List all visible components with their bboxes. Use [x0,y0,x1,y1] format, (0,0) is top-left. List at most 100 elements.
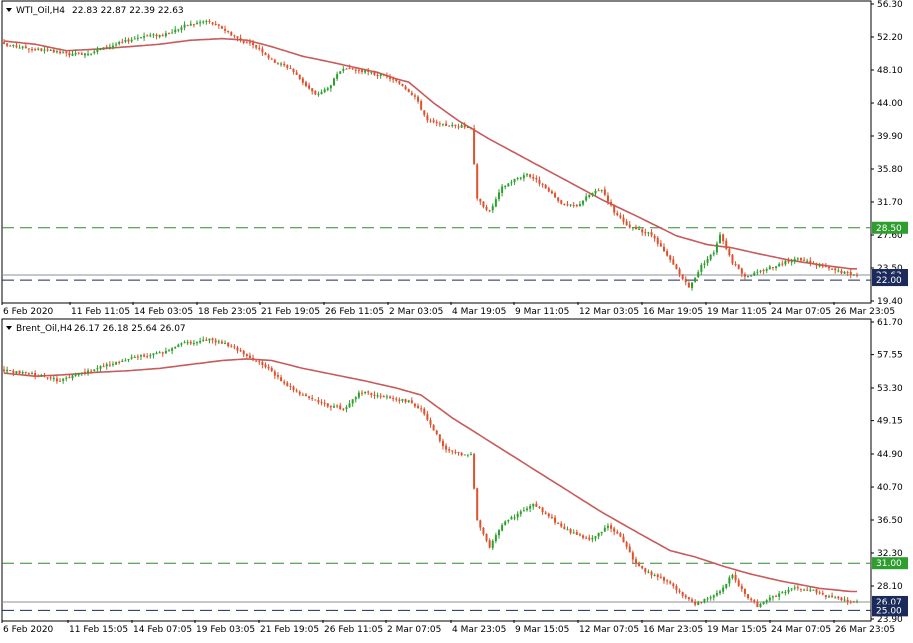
candle-body [93,369,96,372]
candle [473,452,476,490]
candle [12,44,15,48]
candle [482,527,485,536]
candle [196,20,199,25]
candle-body [332,406,335,408]
candle [304,80,307,88]
candle [83,52,86,58]
candle-body [582,200,585,205]
candle [625,540,628,550]
candle [211,337,214,344]
candle [569,528,572,535]
candle [491,539,494,551]
candle [314,399,317,401]
candle [647,569,650,574]
candle-body [659,576,662,578]
candle-body [121,41,124,43]
candle-body [211,22,214,25]
candle [121,358,124,363]
candle [167,348,170,352]
candle [575,203,578,208]
candle [522,172,525,182]
candle-body [317,400,320,403]
candle-body [594,536,597,539]
candle [99,365,102,372]
candle-body [96,368,99,370]
candle-body [818,265,821,267]
candle [691,597,694,603]
candle-body [18,370,21,374]
candle [507,183,510,187]
candle-body [90,370,93,372]
candle [267,364,270,371]
candle-body [547,513,550,517]
candle [793,585,796,591]
candle-body [768,266,771,270]
candle [410,397,413,404]
candle [214,20,217,26]
candle [734,571,737,583]
candle-body [273,59,276,63]
candle-body [24,46,27,49]
candle [361,67,364,75]
candle-body [469,454,472,456]
candle [295,388,298,393]
candle-body [597,190,600,192]
candle-body [585,537,588,539]
candle [93,369,96,372]
candle [753,271,756,277]
candle [687,596,690,601]
candle [513,178,516,185]
candle [582,199,585,207]
candle [111,361,114,367]
candle-body [74,52,77,55]
candle [438,434,441,443]
candle [775,265,778,271]
candle-body [460,452,463,456]
candle [233,343,236,350]
candle-body [566,529,569,531]
candle [578,201,581,207]
candle-body [65,51,68,54]
candle [286,64,289,70]
candle-body [214,24,217,26]
candle-body [560,523,563,527]
candle-body [21,46,24,48]
candle [87,50,90,57]
candle-body [656,237,659,244]
candle-body [616,213,619,216]
candle-body [513,178,516,183]
candle-body [9,45,12,47]
candle [115,361,118,366]
candle-body [295,390,298,392]
candle-body [224,343,227,345]
candle-body [255,360,258,362]
candle [426,112,429,123]
candle [6,42,9,48]
candle [622,533,625,543]
candle [638,561,641,567]
candle-body [37,48,40,50]
candle-body [124,39,127,42]
candle-body [507,183,510,187]
candle [762,601,765,605]
plot-frame [1,318,872,622]
candle [678,588,681,594]
candle [750,275,753,277]
x-tick-label: 6 Feb 2020 [3,307,54,317]
candle-body [273,371,276,376]
candle-body [174,29,177,33]
candle-body [31,49,34,51]
candle-body [370,392,373,395]
candle [261,360,264,369]
candle [719,231,722,244]
candle [824,262,827,268]
candle-body [501,186,504,193]
candle-body [373,394,376,396]
candle [815,589,818,595]
candle-body [687,597,690,600]
candle-body [102,47,105,50]
candle-body [438,123,441,125]
candle-body [245,42,248,44]
candle [588,194,591,199]
candle-body [354,397,357,400]
